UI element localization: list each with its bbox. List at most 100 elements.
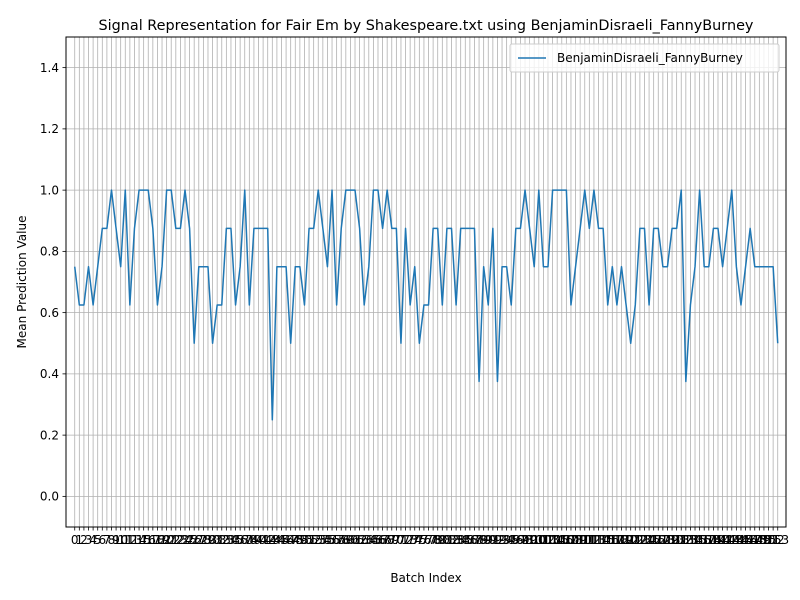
x-tick-label: 141: [711, 533, 734, 547]
x-tick-label: 66: [370, 533, 385, 547]
x-tick-label: 138: [697, 533, 720, 547]
x-tick-label: 12: [122, 533, 137, 547]
x-tick-label: 28: [196, 533, 211, 547]
x-tick-label: 111: [573, 533, 596, 547]
x-tick-label: 78: [425, 533, 440, 547]
x-tick-label: 10: [113, 533, 128, 547]
x-tick-label: 51: [301, 533, 316, 547]
x-tick-label: 49: [292, 533, 307, 547]
x-tick-label: 33: [219, 533, 234, 547]
x-tick-label: 90: [481, 533, 496, 547]
x-tick-label: 143: [720, 533, 743, 547]
x-tick-label: 116: [596, 533, 619, 547]
x-tick-label: 83: [448, 533, 463, 547]
x-tick-label: 136: [688, 533, 711, 547]
x-tick-label: 69: [384, 533, 399, 547]
x-tick-label: 134: [679, 533, 702, 547]
x-tick-label: 54: [315, 533, 330, 547]
x-tick-label: 91: [485, 533, 500, 547]
x-tick-label: 2: [80, 533, 88, 547]
x-tick-label: 92: [490, 533, 505, 547]
x-tick-label: 1: [76, 533, 84, 547]
x-tick-label: 71: [393, 533, 408, 547]
x-tick-label: 121: [619, 533, 642, 547]
y-tick-label: 0.0: [40, 490, 59, 504]
x-tick-label: 7: [103, 533, 111, 547]
x-tick-label: 29: [200, 533, 215, 547]
x-tick-label: 145: [730, 533, 753, 547]
x-tick-label: 105: [546, 533, 569, 547]
x-tick-label: 93: [494, 533, 509, 547]
x-tick-label: 148: [743, 533, 766, 547]
x-tick-label: 65: [366, 533, 381, 547]
x-tick-label: 142: [716, 533, 739, 547]
x-tick-label: 97: [513, 533, 528, 547]
x-tick-label: 118: [605, 533, 628, 547]
x-tick-label: 37: [237, 533, 252, 547]
x-tick-label: 110: [569, 533, 592, 547]
x-tick-label: 9: [112, 533, 120, 547]
x-tick-label: 81: [439, 533, 454, 547]
x-tick-label: 146: [734, 533, 757, 547]
x-tick-label: 41: [255, 533, 270, 547]
x-tick-label: 56: [324, 533, 339, 547]
x-tick-label: 59: [338, 533, 353, 547]
y-tick-label: 0.6: [40, 306, 59, 320]
x-tick-label: 120: [615, 533, 638, 547]
x-axis-label: Batch Index: [390, 571, 461, 585]
x-tick-label: 70: [389, 533, 404, 547]
y-tick-label: 0.2: [40, 428, 59, 442]
x-tick-label: 30: [205, 533, 220, 547]
x-tick-label: 24: [177, 533, 192, 547]
y-tick-label: 0.4: [40, 367, 59, 381]
x-tick-label: 46: [278, 533, 293, 547]
x-tick-label: 62: [352, 533, 367, 547]
x-tick-label: 102: [532, 533, 555, 547]
x-tick-label: 86: [462, 533, 477, 547]
x-tick-label: 15: [136, 533, 151, 547]
legend-box: [509, 43, 780, 73]
x-tick-label: 106: [550, 533, 573, 547]
x-tick-label: 5: [94, 533, 102, 547]
x-tick-label: 126: [642, 533, 665, 547]
x-tick-label: 123: [628, 533, 651, 547]
x-tick-label: 80: [435, 533, 450, 547]
x-tick-label: 99: [522, 533, 537, 547]
x-tick-label: 40: [251, 533, 266, 547]
x-tick-label: 94: [499, 533, 514, 547]
series-line: [73, 189, 779, 421]
x-tick-label: 67: [375, 533, 390, 547]
x-tick-label: 48: [288, 533, 303, 547]
x-tick-label: 32: [214, 533, 229, 547]
x-tick-label: 151: [757, 533, 780, 547]
x-tick-label: 108: [560, 533, 583, 547]
x-tick-label: 73: [403, 533, 418, 547]
x-tick-label: 61: [347, 533, 362, 547]
x-tick-label: 85: [458, 533, 473, 547]
series-layer: [73, 189, 779, 421]
x-tick-label: 150: [752, 533, 775, 547]
x-tick-label: 42: [260, 533, 275, 547]
x-tick-label: 104: [541, 533, 564, 547]
x-tick-label: 139: [702, 533, 725, 547]
x-tick-label: 19: [154, 533, 169, 547]
y-tick-label: 1.0: [40, 183, 59, 197]
x-tick-label: 144: [725, 533, 748, 547]
y-axis-label: Mean Prediction Value: [15, 216, 29, 349]
x-tick-label: 18: [150, 533, 165, 547]
x-tick-label: 117: [601, 533, 624, 547]
x-tick-label: 26: [187, 533, 202, 547]
x-tick-label: 119: [610, 533, 633, 547]
x-tick-label: 140: [707, 533, 730, 547]
x-tick-label: 135: [684, 533, 707, 547]
x-tick-label: 84: [453, 533, 468, 547]
x-axis-ticks: 0123456789101112131415161718192021222324…: [71, 527, 789, 547]
x-tick-label: 39: [246, 533, 261, 547]
x-tick-label: 124: [633, 533, 656, 547]
x-tick-label: 63: [357, 533, 372, 547]
x-tick-label: 147: [739, 533, 762, 547]
x-tick-label: 36: [233, 533, 248, 547]
plot-area-frame: [65, 36, 787, 528]
